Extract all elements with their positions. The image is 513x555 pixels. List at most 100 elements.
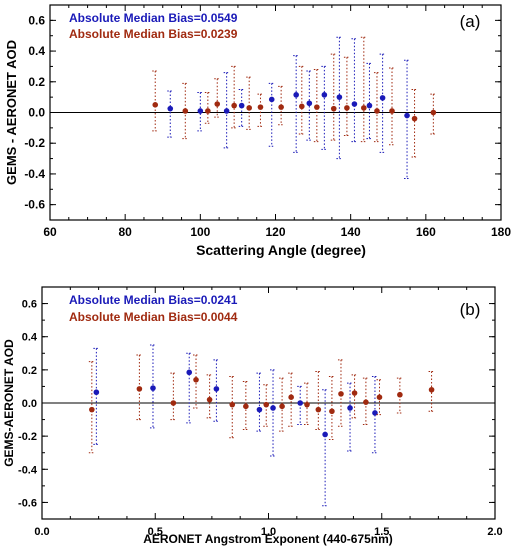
data-point: [372, 410, 378, 416]
data-point: [238, 102, 245, 109]
x-tick-label: 140: [341, 225, 361, 239]
x-tick-label: 0.5: [148, 526, 163, 538]
data-point: [338, 391, 344, 397]
data-point: [214, 101, 221, 107]
panel-a: 60 80 100 120 140 160 180 -0.6 -0.4 -0.2 0.0 0.2 0.4…: [4, 4, 511, 258]
x-tick-label: 60: [43, 225, 57, 239]
data-point: [243, 403, 249, 410]
y-tick-label: 0.4: [22, 332, 38, 344]
x-tick-label: 120: [265, 225, 285, 239]
data-point: [430, 109, 437, 116]
data-point: [329, 408, 335, 415]
panel-label-a: (a): [460, 12, 481, 31]
data-point: [322, 431, 328, 438]
data-point: [170, 400, 177, 406]
data-point: [197, 108, 204, 114]
data-point: [374, 108, 380, 114]
y-tick-label: -0.6: [24, 198, 45, 212]
data-marks-b: [88, 344, 435, 507]
data-point: [411, 115, 418, 122]
data-point: [278, 104, 284, 110]
y-tick-label: -0.4: [18, 464, 38, 476]
data-point: [205, 108, 211, 114]
data-point: [306, 100, 313, 107]
y-tick-label: 0.0: [28, 106, 45, 120]
y-tick-label: 0.2: [28, 75, 45, 89]
data-point: [351, 101, 358, 107]
data-point: [89, 406, 95, 413]
data-marks-a: [152, 36, 437, 180]
x-tick-label: 1.0: [261, 526, 276, 538]
data-point: [366, 102, 373, 109]
data-point: [213, 386, 220, 392]
data-point: [389, 108, 395, 114]
x-tick-label: 1.5: [374, 526, 389, 538]
data-point: [304, 401, 310, 408]
data-point: [288, 394, 294, 401]
data-point: [223, 108, 230, 114]
bias-annotation-series-2-a: Absolute Median Bias=0.0239: [69, 27, 238, 41]
x-tick-label: 0.0: [34, 526, 49, 538]
data-point: [344, 105, 350, 111]
data-point: [150, 385, 156, 391]
data-point: [256, 406, 263, 413]
data-point: [206, 396, 213, 403]
data-point: [330, 105, 337, 112]
data-point: [351, 390, 358, 396]
data-point: [363, 399, 369, 405]
y-tick-label: 0.2: [22, 365, 37, 377]
tick-labels-b: 0.0 0.5 1.0 1.5 2.0 -0.6 -0.4 -0.2 0.0 0.2 0.4 0.6: [18, 299, 503, 538]
data-point: [361, 105, 367, 111]
bias-annotation-series-1-a: Absolute Median Bias=0.0549: [69, 11, 238, 25]
y-tick-label: -0.2: [18, 431, 37, 443]
data-point: [379, 95, 386, 101]
data-point: [231, 102, 237, 109]
data-point: [315, 406, 322, 413]
y-tick-label: 0.6: [22, 299, 37, 311]
data-point: [347, 405, 353, 411]
bias-annotation-series-1-b: Absolute Median Bias=0.0241: [69, 293, 238, 307]
panel-b: 0.0 0.5 1.0 1.5 2.0-0.6-0.4-0.20.00.20.40.6 …: [2, 286, 503, 546]
data-point: [257, 104, 264, 110]
y-tick-label: 0.6: [28, 13, 45, 27]
x-tick-label: 2.0: [487, 526, 502, 538]
y-tick-label: 0.4: [28, 44, 45, 58]
bias-annotation-series-2-b: Absolute Median Bias=0.0044: [69, 310, 238, 324]
data-point: [297, 400, 304, 406]
data-point: [270, 405, 276, 411]
data-point: [229, 401, 236, 408]
y-axis-title-a: GEMS - AERONET AOD: [4, 40, 19, 185]
panel-label-b: (b): [460, 300, 481, 319]
data-point: [93, 389, 100, 396]
x-tick-label: 80: [118, 225, 132, 239]
data-point: [321, 92, 328, 98]
tick-labels-a: 60 80 100 120 140 160 180 -0.6 -0.4 -0.2 0.0 0.2 0.4…: [24, 13, 511, 239]
data-point: [193, 377, 199, 383]
x-tick-label: 100: [190, 225, 210, 239]
y-tick-label: -0.4: [24, 167, 45, 181]
data-point: [404, 112, 410, 119]
data-point: [397, 391, 403, 398]
data-point: [376, 394, 383, 401]
data-point: [279, 403, 285, 410]
y-tick-label: -0.6: [18, 497, 37, 509]
data-point: [152, 102, 159, 108]
data-point: [167, 105, 174, 112]
data-point: [246, 105, 252, 111]
data-point: [299, 103, 305, 110]
data-point: [182, 108, 189, 114]
data-point: [336, 94, 343, 100]
y-axis-title-b: GEMS-AERONET AOD: [2, 339, 16, 467]
x-tick-label: 180: [491, 225, 511, 239]
data-point: [428, 386, 435, 393]
y-tick-label: -0.2: [24, 136, 45, 150]
data-point: [263, 401, 270, 408]
data-point: [293, 92, 299, 98]
ticks-b: [41, 286, 496, 520]
x-axis-title-b: AERONET Angstrom Exponent (440-675nm): [143, 532, 393, 546]
x-tick-label: 160: [416, 225, 436, 239]
x-axis-title-a: Scattering Angle (degree): [196, 242, 366, 258]
ticks-a: [49, 4, 502, 221]
